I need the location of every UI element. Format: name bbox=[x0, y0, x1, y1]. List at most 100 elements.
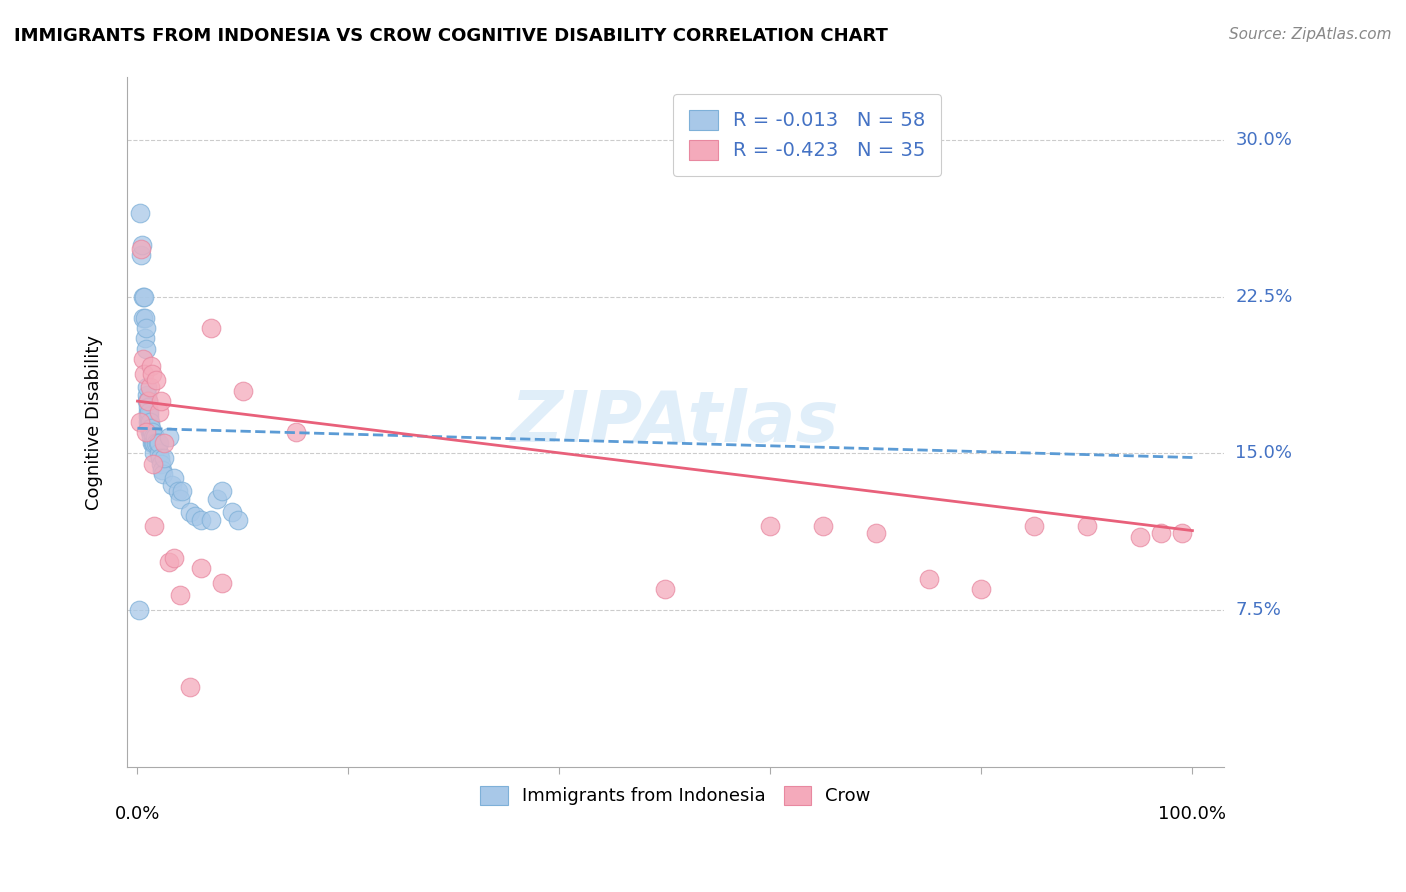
Text: ZIPAtlas: ZIPAtlas bbox=[512, 387, 839, 457]
Point bbox=[128, 415, 150, 429]
Text: 7.5%: 7.5% bbox=[1236, 601, 1281, 619]
Point bbox=[135, 425, 157, 440]
Point bbox=[148, 404, 170, 418]
Point bbox=[1150, 525, 1173, 540]
Point bbox=[284, 425, 307, 440]
Point bbox=[811, 519, 834, 533]
Point bbox=[654, 582, 676, 596]
Point bbox=[141, 367, 163, 381]
Point bbox=[153, 450, 176, 465]
Point bbox=[132, 310, 155, 325]
Point bbox=[141, 436, 163, 450]
Point bbox=[136, 401, 159, 415]
Point bbox=[865, 525, 887, 540]
Point bbox=[134, 331, 156, 345]
Point bbox=[200, 321, 222, 335]
Point bbox=[141, 425, 163, 440]
Point bbox=[136, 379, 159, 393]
Point bbox=[132, 352, 155, 367]
Point bbox=[136, 388, 159, 402]
Point bbox=[129, 248, 152, 262]
Point bbox=[135, 321, 157, 335]
Point bbox=[232, 384, 254, 398]
Y-axis label: Cognitive Disability: Cognitive Disability bbox=[86, 334, 103, 509]
Point bbox=[136, 394, 159, 409]
Text: 30.0%: 30.0% bbox=[1236, 131, 1292, 149]
Point bbox=[132, 290, 155, 304]
Point bbox=[146, 436, 169, 450]
Text: IMMIGRANTS FROM INDONESIA VS CROW COGNITIVE DISABILITY CORRELATION CHART: IMMIGRANTS FROM INDONESIA VS CROW COGNIT… bbox=[14, 27, 889, 45]
Point bbox=[157, 429, 180, 443]
Point bbox=[153, 436, 176, 450]
Point bbox=[918, 572, 941, 586]
Point bbox=[138, 404, 160, 418]
Point bbox=[128, 603, 150, 617]
Point bbox=[139, 421, 162, 435]
Point bbox=[200, 513, 222, 527]
Point bbox=[170, 483, 193, 498]
Point bbox=[145, 436, 167, 450]
Point bbox=[128, 206, 150, 220]
Point bbox=[142, 436, 165, 450]
Point bbox=[138, 409, 160, 423]
Point bbox=[163, 550, 186, 565]
Point bbox=[1024, 519, 1046, 533]
Point bbox=[142, 457, 165, 471]
Point bbox=[1129, 530, 1152, 544]
Point bbox=[152, 467, 174, 482]
Point bbox=[139, 379, 162, 393]
Point bbox=[134, 310, 156, 325]
Text: Source: ZipAtlas.com: Source: ZipAtlas.com bbox=[1229, 27, 1392, 42]
Point bbox=[166, 483, 188, 498]
Point bbox=[135, 342, 157, 356]
Point bbox=[150, 463, 173, 477]
Point bbox=[132, 367, 155, 381]
Point bbox=[145, 373, 167, 387]
Point bbox=[148, 446, 170, 460]
Point bbox=[179, 505, 201, 519]
Point bbox=[179, 680, 201, 694]
Point bbox=[970, 582, 993, 596]
Point bbox=[162, 477, 184, 491]
Text: 100.0%: 100.0% bbox=[1159, 805, 1226, 823]
Point bbox=[136, 409, 159, 423]
Point bbox=[141, 421, 163, 435]
Point bbox=[149, 450, 172, 465]
Point bbox=[169, 492, 191, 507]
Point bbox=[141, 359, 163, 373]
Point bbox=[136, 404, 159, 418]
Point bbox=[1171, 525, 1194, 540]
Legend: Immigrants from Indonesia, Crow: Immigrants from Indonesia, Crow bbox=[474, 779, 877, 813]
Text: 22.5%: 22.5% bbox=[1236, 288, 1292, 306]
Point bbox=[141, 429, 163, 443]
Point bbox=[138, 415, 160, 429]
Text: 0.0%: 0.0% bbox=[115, 805, 160, 823]
Point bbox=[157, 555, 180, 569]
Point bbox=[190, 513, 212, 527]
Point bbox=[136, 415, 159, 429]
Point bbox=[139, 415, 162, 429]
Point bbox=[148, 436, 170, 450]
Point bbox=[143, 446, 166, 460]
Point bbox=[211, 575, 233, 590]
Point bbox=[759, 519, 782, 533]
Point bbox=[139, 425, 162, 440]
Point bbox=[149, 457, 172, 471]
Point bbox=[169, 588, 191, 602]
Point bbox=[145, 429, 167, 443]
Point bbox=[138, 421, 160, 435]
Point bbox=[1076, 519, 1098, 533]
Point bbox=[132, 290, 155, 304]
Point bbox=[131, 237, 153, 252]
Text: 15.0%: 15.0% bbox=[1236, 444, 1292, 462]
Point bbox=[211, 483, 233, 498]
Point bbox=[226, 513, 249, 527]
Point bbox=[143, 519, 166, 533]
Point bbox=[136, 394, 159, 409]
Point bbox=[163, 471, 186, 485]
Point bbox=[143, 436, 166, 450]
Point bbox=[129, 242, 152, 256]
Point bbox=[136, 394, 159, 409]
Point bbox=[205, 492, 228, 507]
Point bbox=[190, 561, 212, 575]
